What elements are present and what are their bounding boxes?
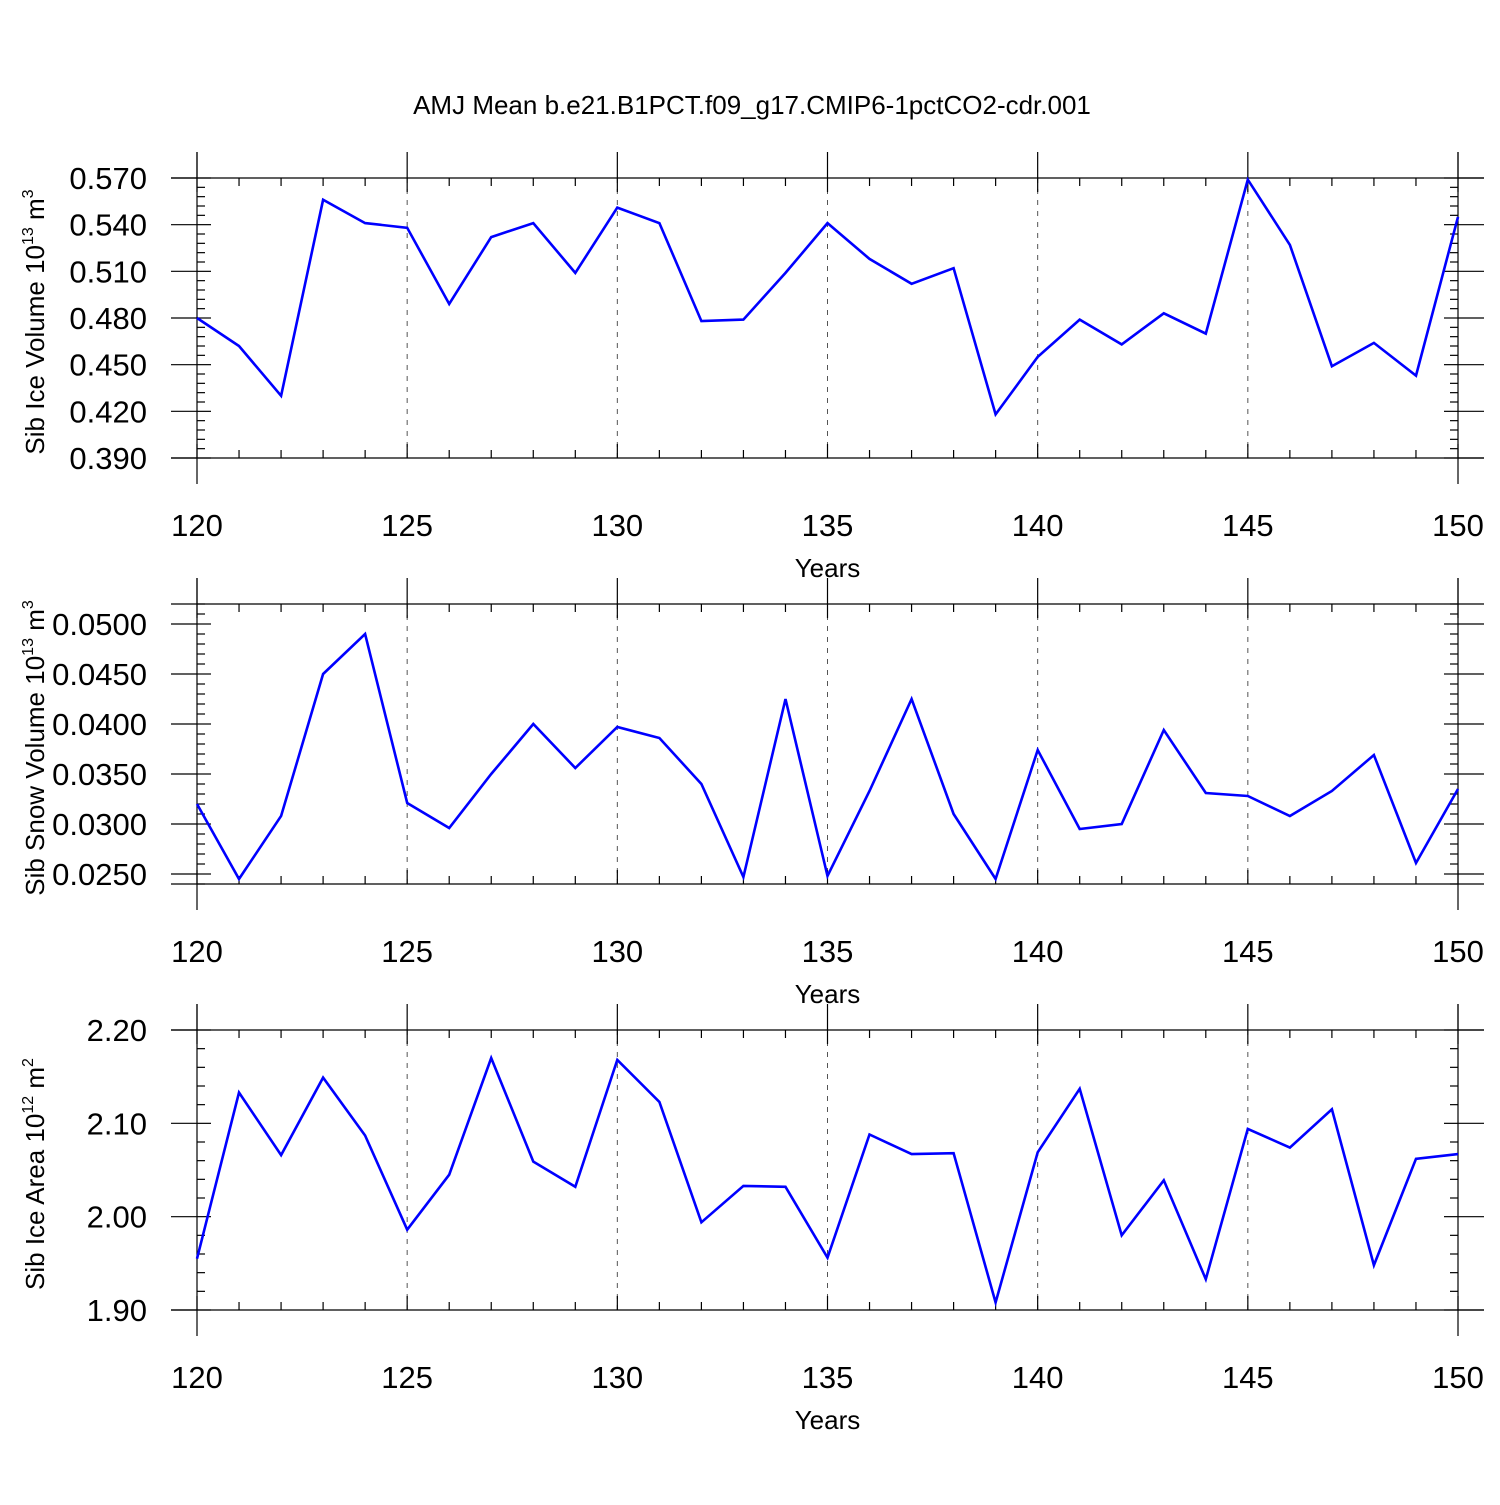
y-axis-title: Sib Snow Volume 1013 m3 xyxy=(20,600,50,896)
chart-panels: 0.390 0.420 0.450 0.480 0.510 0.540 0.570 120 12… xyxy=(20,152,1484,1435)
chart-title: AMJ Mean b.e21.B1PCT.f09_g17.CMIP6-1pctC… xyxy=(413,90,1091,120)
y-axis-title-exponent: 13 xyxy=(20,638,37,656)
y-axis-title-unit: m xyxy=(20,1067,50,1096)
y-tick-label: 0.510 xyxy=(69,254,147,289)
x-tick-label: 130 xyxy=(591,508,643,543)
x-tick-label: 145 xyxy=(1222,1360,1274,1395)
x-tick-label: 145 xyxy=(1222,934,1274,969)
x-tick-label: 140 xyxy=(1012,934,1064,969)
chart-panel-3: 1.90 2.00 2.10 2.20 120 125 130 135 140 145 150 Yea… xyxy=(20,1004,1484,1435)
y-tick-label: 0.0500 xyxy=(52,607,147,642)
x-tick-label: 150 xyxy=(1432,1360,1484,1395)
y-axis-title-unit: m xyxy=(20,198,50,227)
x-tick-label: 150 xyxy=(1432,934,1484,969)
y-tick-label: 0.0300 xyxy=(52,807,147,842)
x-tick-label: 120 xyxy=(171,934,223,969)
x-tick-label: 125 xyxy=(381,1360,433,1395)
y-tick-label: 2.20 xyxy=(87,1013,147,1048)
y-tick-label: 0.480 xyxy=(69,301,147,336)
y-tick-label: 0.570 xyxy=(69,161,147,196)
x-tick-label: 140 xyxy=(1012,508,1064,543)
x-tick-label: 120 xyxy=(171,1360,223,1395)
x-tick-label: 125 xyxy=(381,508,433,543)
y-axis-title-unit-exponent: 3 xyxy=(20,189,37,198)
y-axis-title-text: Sib Snow Volume 10 xyxy=(20,656,50,896)
x-tick-label: 135 xyxy=(802,508,854,543)
x-axis-title: Years xyxy=(795,1405,861,1435)
y-tick-label: 0.0250 xyxy=(52,857,147,892)
y-axis-title-text: Sib Ice Area 10 xyxy=(20,1114,50,1290)
y-axis-title-text: Sib Ice Volume 10 xyxy=(20,245,50,455)
y-tick-label: 2.10 xyxy=(87,1106,147,1141)
y-tick-label: 0.0350 xyxy=(52,757,147,792)
y-tick-label: 0.450 xyxy=(69,348,147,383)
y-tick-label: 0.540 xyxy=(69,208,147,243)
y-axis-title-exponent: 13 xyxy=(20,227,37,245)
series-line xyxy=(195,1054,1459,1308)
y-tick-label: 0.420 xyxy=(69,394,147,429)
x-tick-label: 145 xyxy=(1222,508,1274,543)
x-tick-label: 125 xyxy=(381,934,433,969)
x-tick-label: 130 xyxy=(591,934,643,969)
y-tick-label: 0.0450 xyxy=(52,657,147,692)
chart-panel-1: 0.390 0.420 0.450 0.480 0.510 0.540 0.570 120 12… xyxy=(20,152,1484,583)
y-axis-title: Sib Ice Volume 1013 m3 xyxy=(20,189,50,454)
x-tick-label: 130 xyxy=(591,1360,643,1395)
y-axis-title-unit: m xyxy=(20,609,50,638)
y-tick-label: 2.00 xyxy=(87,1200,147,1235)
x-tick-label: 120 xyxy=(171,508,223,543)
y-tick-label: 0.390 xyxy=(69,441,147,476)
series-line xyxy=(196,176,1460,418)
x-tick-label: 140 xyxy=(1012,1360,1064,1395)
y-axis-title-unit-exponent: 2 xyxy=(20,1058,37,1067)
y-axis-title-exponent: 12 xyxy=(20,1096,37,1114)
x-tick-label: 135 xyxy=(802,934,854,969)
x-tick-label: 135 xyxy=(802,1360,854,1395)
y-axis-title-unit-exponent: 3 xyxy=(20,600,37,609)
y-tick-label: 0.0400 xyxy=(52,707,147,742)
series-line xyxy=(195,631,1460,882)
x-tick-label: 150 xyxy=(1432,508,1484,543)
chart-panel-2: 0.0250 0.0300 0.0350 0.0400 0.0450 0.0500 120 1… xyxy=(20,578,1484,1009)
y-tick-label: 1.90 xyxy=(87,1293,147,1328)
y-axis-title: Sib Ice Area 1012 m2 xyxy=(20,1058,50,1290)
